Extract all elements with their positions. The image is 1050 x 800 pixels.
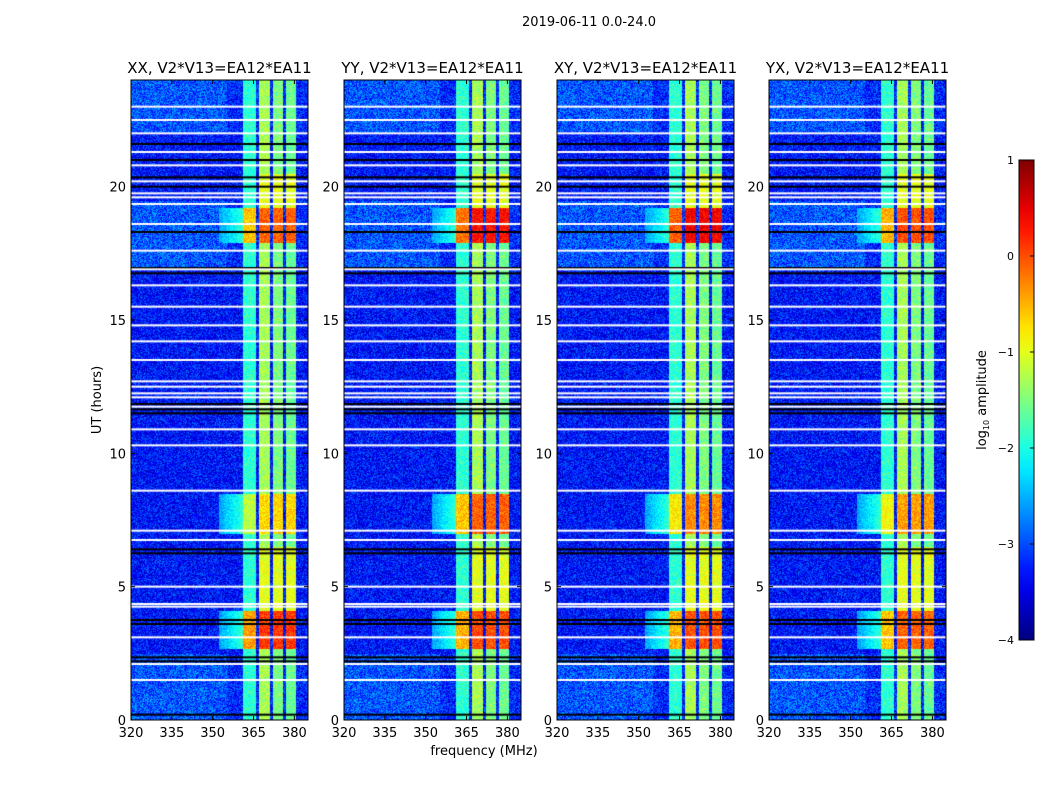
x-tick-label: 320 — [332, 726, 357, 741]
spectrogram-2 — [557, 80, 734, 720]
x-tick-label: 365 — [667, 726, 692, 741]
x-tick-label: 350 — [838, 726, 863, 741]
y-tick-label: 5 — [756, 581, 764, 596]
panel-frame — [768, 79, 947, 721]
colorbar-tick-label: −2 — [998, 442, 1014, 455]
x-tick-label: 365 — [241, 726, 266, 741]
x-tick-label: 350 — [200, 726, 225, 741]
x-tick-label: 350 — [626, 726, 651, 741]
x-tick-label: 320 — [545, 726, 570, 741]
colorbar-tick-label: 0 — [1007, 250, 1014, 263]
x-tick-label: 335 — [372, 726, 397, 741]
y-tick-label: 10 — [747, 447, 764, 462]
figure-title: 2019-06-11 0.0-24.0 — [522, 15, 656, 30]
x-tick-label: 365 — [454, 726, 479, 741]
x-tick-label: 380 — [495, 726, 520, 741]
x-tick-label: 335 — [797, 726, 822, 741]
y-tick-label: 10 — [109, 447, 126, 462]
x-tick-label: 380 — [920, 726, 945, 741]
y-tick-label: 0 — [756, 714, 764, 729]
y-tick-label: 20 — [535, 181, 552, 196]
x-tick-label: 380 — [282, 726, 307, 741]
spectrogram-3 — [769, 80, 946, 720]
y-axis-label: UT (hours) — [90, 366, 105, 434]
panel-frame — [556, 79, 735, 721]
x-tick-label: 320 — [119, 726, 144, 741]
y-tick-label: 10 — [535, 447, 552, 462]
colorbar — [1018, 159, 1035, 641]
panel-title: YY, V2*V13=EA12*EA11 — [340, 59, 523, 77]
x-tick-label: 365 — [879, 726, 904, 741]
colorbar-tick-label: −1 — [998, 346, 1014, 359]
colorbar-tick-label: −3 — [998, 538, 1014, 551]
y-tick-label: 0 — [331, 714, 339, 729]
y-tick-label: 20 — [109, 181, 126, 196]
y-tick-label: 5 — [331, 581, 339, 596]
panel-title: YX, V2*V13=EA12*EA11 — [765, 59, 949, 77]
y-tick-label: 15 — [109, 314, 126, 329]
y-tick-label: 20 — [322, 181, 339, 196]
y-tick-label: 20 — [747, 181, 764, 196]
y-tick-label: 15 — [747, 314, 764, 329]
spectrogram-1 — [344, 80, 521, 720]
colorbar-tick-label: −4 — [998, 634, 1014, 647]
spectrogram-0 — [131, 80, 308, 720]
x-tick-label: 335 — [159, 726, 184, 741]
x-tick-label: 350 — [413, 726, 438, 741]
x-tick-label: 380 — [708, 726, 733, 741]
y-tick-label: 5 — [544, 581, 552, 596]
panel-title: XY, V2*V13=EA12*EA11 — [554, 59, 737, 77]
panel-title: XX, V2*V13=EA12*EA11 — [127, 59, 311, 77]
y-tick-label: 15 — [535, 314, 552, 329]
x-axis-label: frequency (MHz) — [430, 744, 537, 759]
panel-frame — [130, 79, 309, 721]
panel-frame — [343, 79, 522, 721]
x-tick-label: 335 — [585, 726, 610, 741]
colorbar-label: log10 amplitude — [975, 350, 991, 450]
y-tick-label: 0 — [544, 714, 552, 729]
colorbar-tick-label: 1 — [1007, 154, 1014, 167]
x-tick-label: 320 — [757, 726, 782, 741]
y-tick-label: 0 — [118, 714, 126, 729]
y-tick-label: 10 — [322, 447, 339, 462]
y-tick-label: 15 — [322, 314, 339, 329]
y-tick-label: 5 — [118, 581, 126, 596]
